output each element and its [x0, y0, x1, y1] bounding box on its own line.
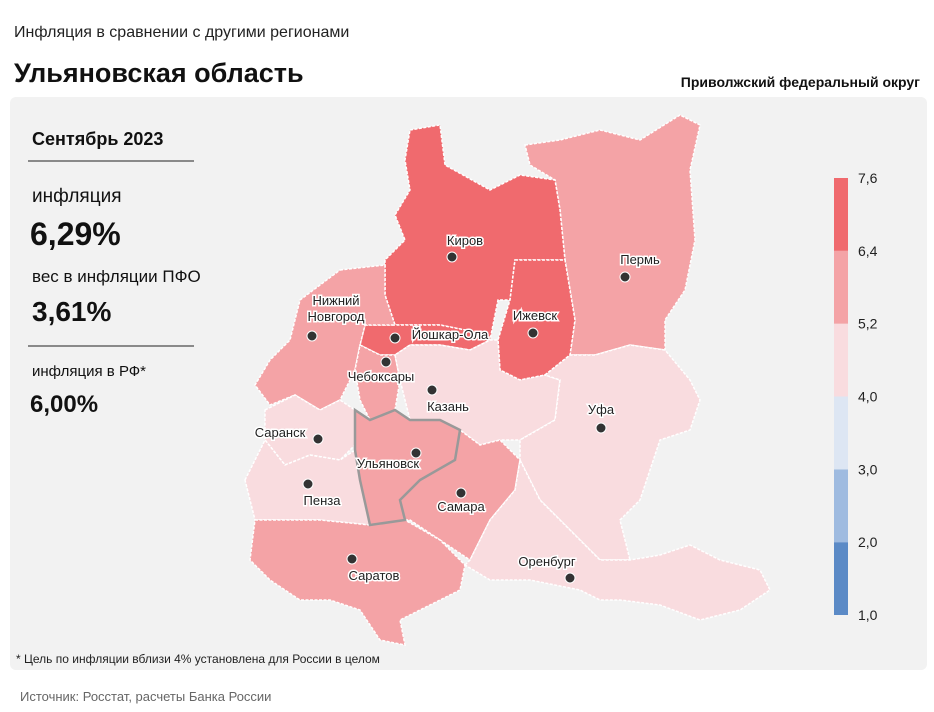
- city-label: Самара: [437, 499, 485, 514]
- city-dot: [380, 356, 392, 368]
- city-dot: [595, 422, 607, 434]
- value: 6,00%: [30, 391, 98, 418]
- source: Источник: Росстат, расчеты Банка России: [20, 689, 271, 704]
- city-dot: [455, 487, 467, 499]
- legend-tick-label: 3,0: [858, 461, 878, 477]
- city-label: Саранск: [255, 425, 306, 440]
- legend-tick-label: 5,2: [858, 316, 878, 332]
- region-ulyanovsk: [353, 407, 462, 527]
- district: Приволжский федеральный округ: [681, 74, 920, 90]
- legend-bin: [834, 396, 848, 470]
- city-dot: [527, 327, 539, 339]
- city-label: Новгород: [308, 309, 365, 324]
- city-label: Казань: [427, 399, 469, 414]
- city-dot: [306, 330, 318, 342]
- legend-tick-label: 7,6: [858, 170, 878, 186]
- label: инфляция в РФ*: [32, 363, 146, 380]
- city-label: Йошкар-Ола: [412, 327, 489, 342]
- city-dot: [446, 251, 458, 263]
- legend: 1,0 2,0 3,0 4,0 5,2 6,4 7,6: [834, 170, 878, 623]
- legend-bin: [834, 469, 848, 543]
- city-label: Нижний: [312, 293, 359, 308]
- city-label: Ижевск: [513, 308, 558, 323]
- city-label: Оренбург: [518, 554, 575, 569]
- city-dot: [346, 553, 358, 565]
- city-label: Пермь: [620, 252, 660, 267]
- city-label: Саратов: [349, 568, 400, 583]
- value: 3,61%: [32, 296, 111, 327]
- label: инфляция: [32, 186, 121, 207]
- legend-bin: [834, 250, 848, 324]
- city-dot: [426, 384, 438, 396]
- legend-tick-label: 6,4: [858, 243, 878, 259]
- legend-bin: [834, 542, 848, 615]
- city-dot: [302, 478, 314, 490]
- city-dot: [389, 332, 401, 344]
- region: [519, 344, 701, 561]
- city-dot: [410, 447, 422, 459]
- legend-bin: [834, 323, 848, 397]
- legend-tick-label: 1,0: [858, 607, 878, 623]
- city-dot: [619, 271, 631, 283]
- left-panel: Сентябрь 2023 инфляция 6,29% вес в инфля…: [28, 129, 201, 418]
- region: [463, 457, 771, 621]
- city-label: Киров: [447, 233, 483, 248]
- legend-tick-label: 4,0: [858, 389, 878, 405]
- footnote: * Цель по инфляции вблизи 4% установлена…: [16, 652, 380, 666]
- city-label: Ульяновск: [357, 456, 419, 471]
- city-label: Пенза: [304, 493, 342, 508]
- title: Ульяновская область: [14, 58, 304, 88]
- city-dot: [312, 433, 324, 445]
- legend-tick-label: 2,0: [858, 534, 878, 550]
- city-label: Чебоксары: [348, 369, 415, 384]
- subtitle: Инфляция в сравнении с другими регионами: [14, 24, 349, 41]
- region: [384, 124, 566, 342]
- legend-bin: [834, 178, 848, 251]
- period: Сентябрь 2023: [32, 129, 163, 149]
- city-label: Уфа: [588, 402, 615, 417]
- value: 6,29%: [30, 216, 121, 252]
- city-dot: [564, 572, 576, 584]
- label: вес в инфляции ПФО: [32, 267, 201, 286]
